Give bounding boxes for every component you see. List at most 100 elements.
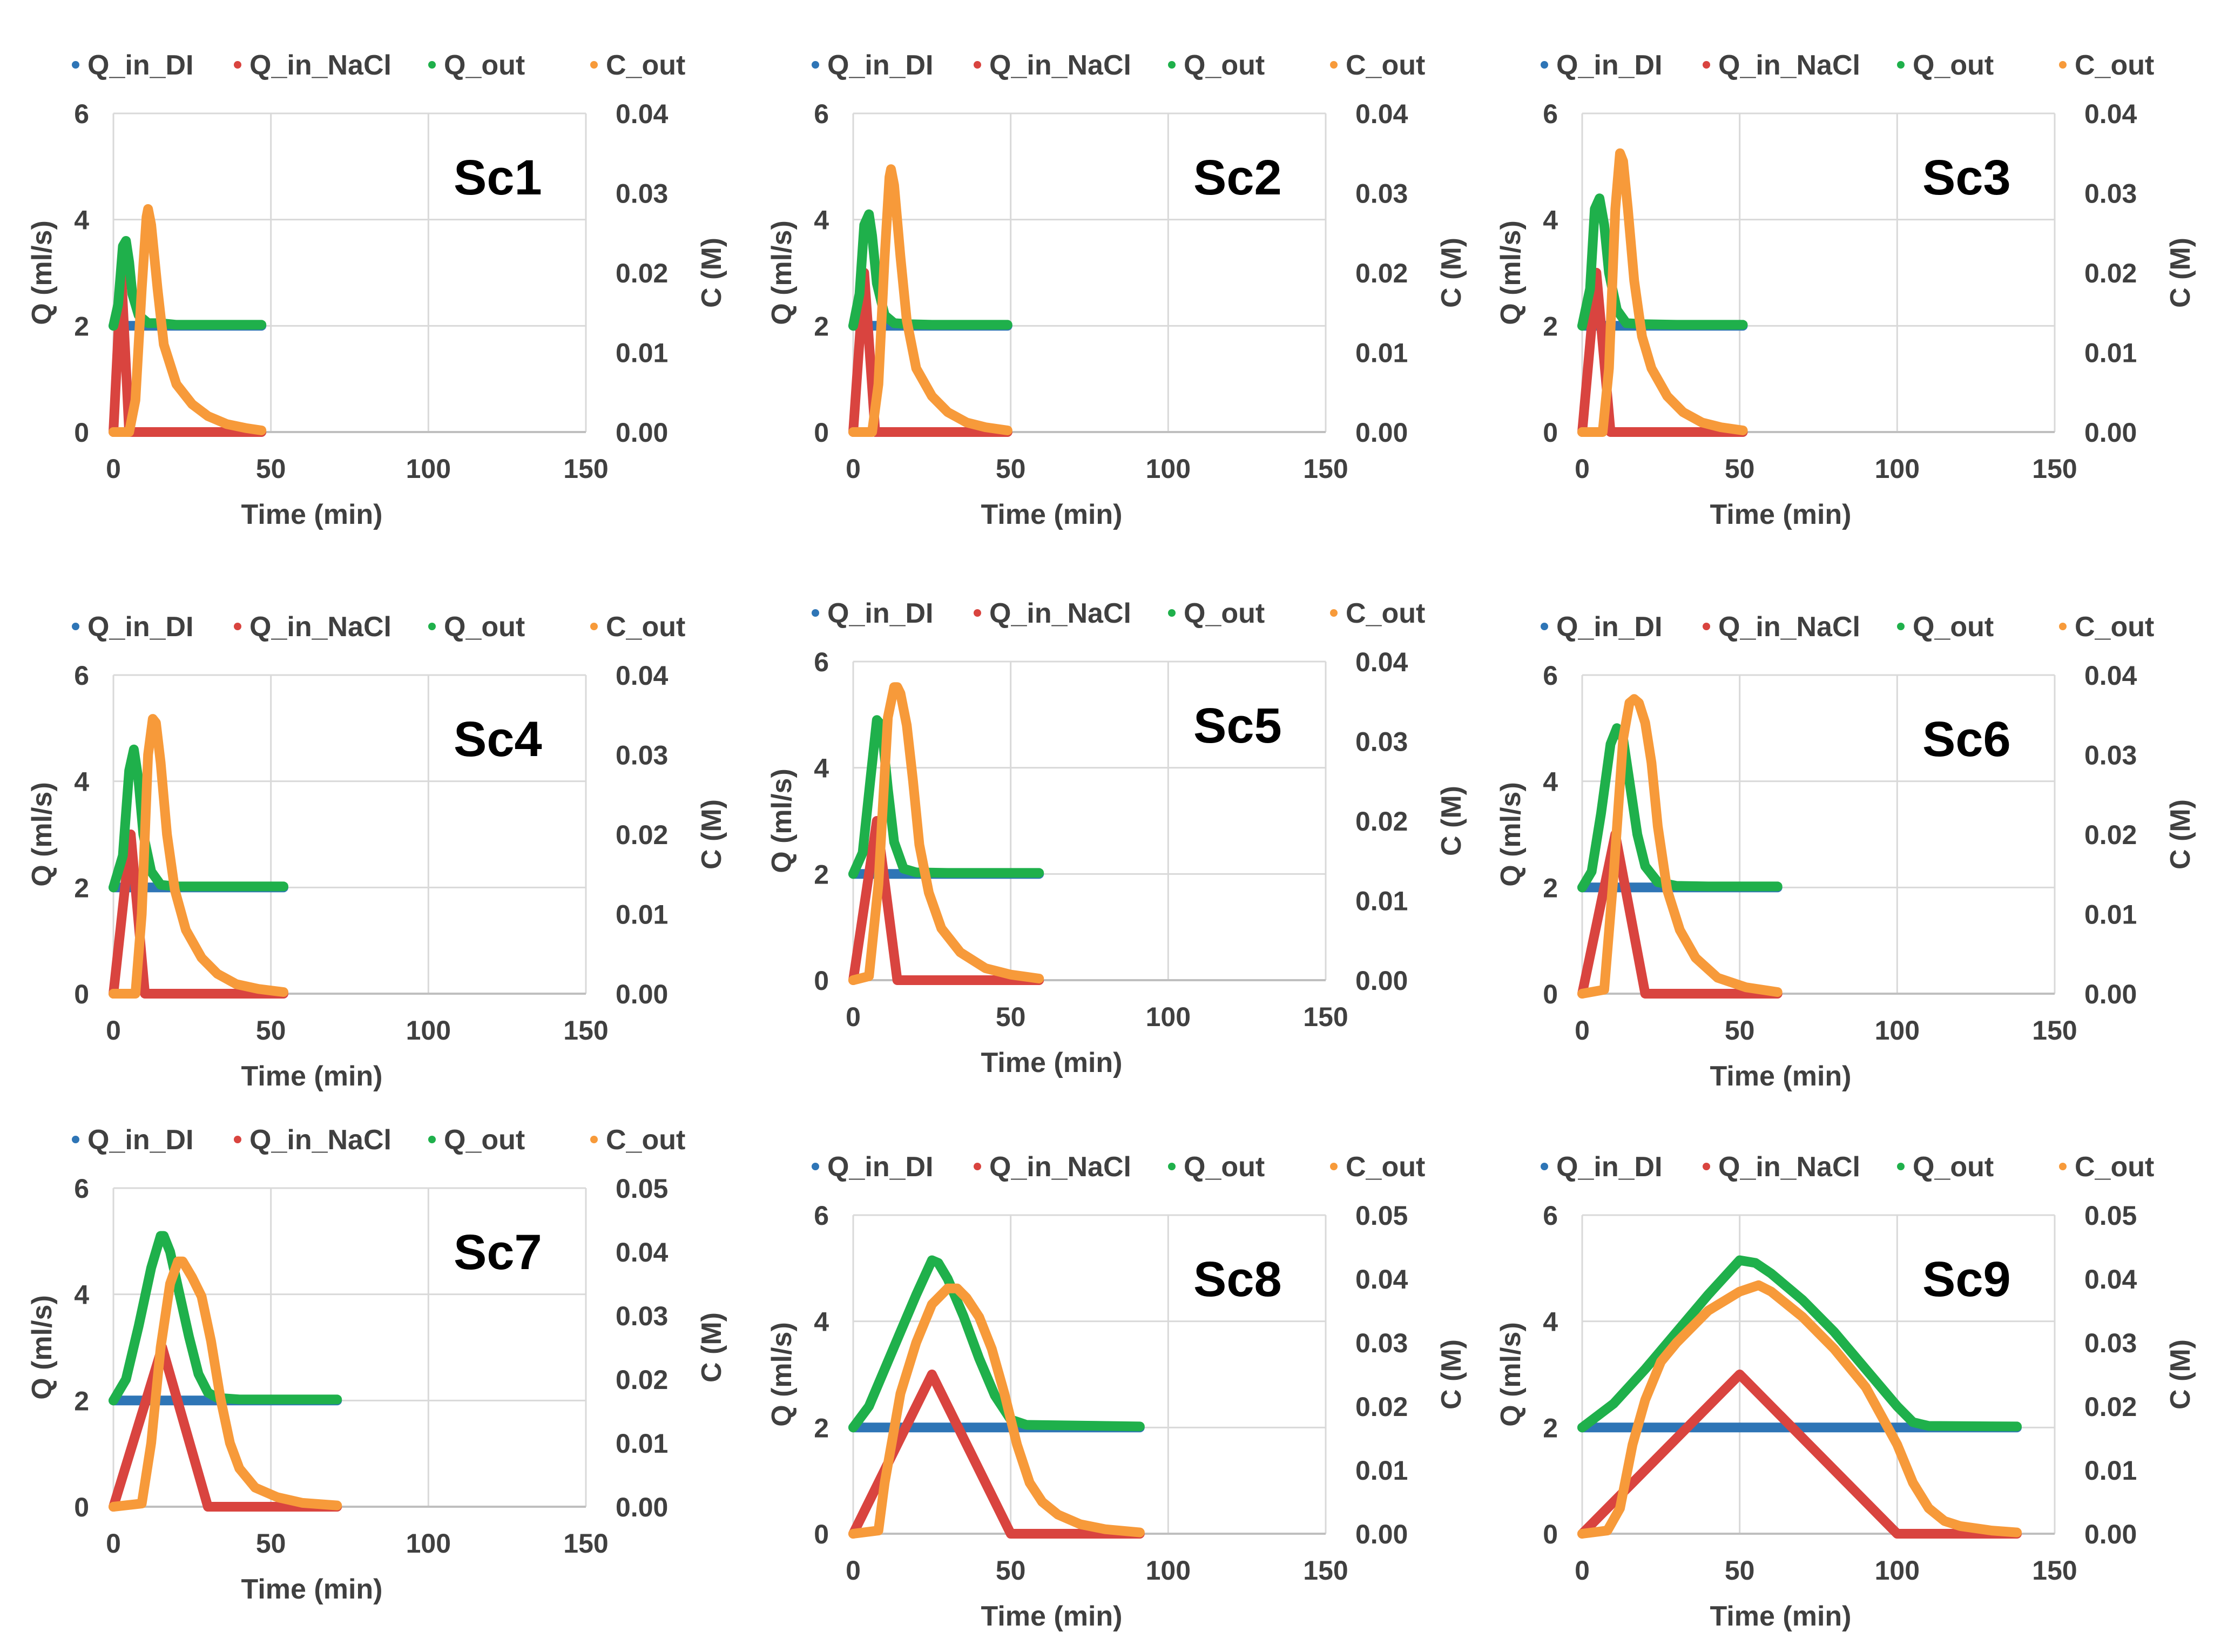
series-q-in-nacl (109, 268, 267, 437)
series-c-out (109, 1256, 342, 1512)
series-c-out (109, 204, 267, 437)
x-tick-label: 0 (106, 1015, 121, 1046)
y2-tick-label: 0.01 (2084, 1455, 2137, 1486)
legend-label-c-out: C_out (2075, 611, 2154, 643)
y2-tick-label: 0.03 (2084, 1328, 2137, 1358)
y2-tick-label: 0.02 (616, 820, 668, 850)
y2-tick-label: 0.02 (2084, 258, 2137, 288)
legend-marker-q-in-nacl (974, 61, 981, 69)
legend-label-q-out: Q_out (1184, 50, 1265, 81)
legend-label-q-in-nacl: Q_in_NaCl (249, 1124, 391, 1156)
y-tick-label: 6 (814, 1201, 829, 1231)
y-tick-label: 0 (1543, 1519, 1558, 1549)
legend-label-q-in-nacl: Q_in_NaCl (1718, 50, 1860, 81)
y-tick-label: 4 (74, 205, 89, 235)
y2-tick-label: 0.04 (2084, 1264, 2137, 1294)
x-tick-label: 0 (1575, 1555, 1590, 1586)
x-axis-title: Time (min) (241, 1061, 383, 1092)
y-tick-label: 4 (1543, 1307, 1558, 1337)
y2-tick-label: 0.03 (616, 179, 668, 209)
y2-axis-title: C (M) (2165, 799, 2196, 869)
legend-label-q-in-di: Q_in_DI (827, 50, 934, 81)
y2-tick-label: 0.03 (2084, 179, 2137, 209)
x-axis-title: Time (min) (241, 499, 383, 530)
legend-marker-q-in-nacl (1703, 61, 1710, 69)
series-q-in-nacl (1577, 1370, 2022, 1539)
legend-label-q-in-nacl: Q_in_NaCl (989, 598, 1131, 629)
legend-marker-c-out (590, 1136, 598, 1143)
legend-label-q-in-di: Q_in_DI (827, 1151, 934, 1183)
y2-tick-label: 0.04 (616, 99, 669, 129)
legend-marker-q-in-nacl (234, 623, 241, 630)
y2-tick-label: 0.05 (616, 1174, 668, 1204)
legend-marker-q-out (1897, 61, 1905, 69)
y2-tick-label: 0.02 (2084, 820, 2137, 850)
y-axis-title: Q (ml/s) (1495, 1322, 1527, 1427)
legend-label-q-out: Q_out (1913, 1151, 1994, 1183)
legend-marker-c-out (1330, 1163, 1338, 1170)
y2-tick-label: 0.00 (616, 979, 668, 1009)
legend-marker-q-in-di (812, 1163, 819, 1170)
y2-tick-label: 0.04 (2084, 99, 2137, 129)
x-tick-label: 50 (996, 1002, 1026, 1032)
x-tick-label: 0 (846, 1555, 861, 1586)
legend-label-q-in-di: Q_in_DI (1556, 611, 1663, 643)
series-q-out (848, 209, 1012, 331)
y2-tick-label: 0.02 (1355, 1392, 1408, 1422)
y-tick-label: 6 (74, 1174, 89, 1204)
legend-marker-q-out (1168, 61, 1176, 69)
legend-marker-q-out (428, 61, 436, 69)
legend-marker-q-in-di (812, 61, 819, 69)
y2-tick-label: 0.01 (1355, 338, 1408, 368)
legend-label-q-out: Q_out (1184, 1151, 1265, 1183)
y2-tick-label: 0.03 (616, 740, 668, 771)
y2-tick-label: 0.02 (616, 1365, 668, 1395)
y-axis-title: Q (ml/s) (766, 768, 798, 873)
x-axis-title: Time (min) (981, 1047, 1123, 1078)
y-tick-label: 0 (74, 1492, 89, 1522)
legend-label-q-in-di: Q_in_DI (87, 1124, 194, 1156)
scenario-label: Sc6 (1922, 712, 2011, 767)
legend-label-c-out: C_out (1346, 598, 1425, 629)
y-tick-label: 0 (814, 417, 829, 448)
y2-axis-title: C (M) (696, 238, 727, 308)
x-tick-label: 150 (1303, 1555, 1348, 1586)
y2-tick-label: 0.01 (1355, 886, 1408, 916)
legend-label-q-out: Q_out (1913, 611, 1994, 643)
y2-tick-label: 0.04 (2084, 660, 2137, 691)
x-tick-label: 100 (1875, 454, 1920, 484)
legend-label-q-out: Q_out (1184, 598, 1265, 629)
series-c-out (848, 1283, 1145, 1539)
x-tick-label: 100 (406, 1015, 451, 1046)
y-tick-label: 4 (814, 753, 829, 784)
y-tick-label: 4 (74, 1280, 89, 1310)
legend-marker-c-out (590, 623, 598, 630)
legend-label-q-in-nacl: Q_in_NaCl (1718, 611, 1860, 643)
legend-label-q-in-nacl: Q_in_NaCl (249, 50, 391, 81)
legend-label-q-in-nacl: Q_in_NaCl (989, 50, 1131, 81)
legend-label-c-out: C_out (1346, 1151, 1425, 1183)
series-q-out (1577, 193, 1748, 331)
x-tick-label: 50 (996, 1555, 1026, 1586)
legend-marker-q-in-di (72, 1136, 79, 1143)
legend-label-c-out: C_out (606, 611, 685, 643)
y2-tick-label: 0.02 (616, 258, 668, 288)
y-tick-label: 2 (814, 859, 829, 889)
y-tick-label: 6 (1543, 660, 1558, 691)
series-q-in-nacl (1577, 830, 1783, 999)
chart-panel-sc5: Q_in_DI Q_in_NaCl Q_out C_out 0 50 100 150 0 2 4 6 0… (766, 598, 1467, 1078)
x-tick-label: 150 (2032, 1015, 2077, 1046)
y-axis-title: Q (ml/s) (766, 1322, 798, 1427)
y-tick-label: 4 (74, 767, 89, 797)
y-tick-label: 0 (814, 1519, 829, 1549)
y2-tick-label: 0.03 (1355, 727, 1408, 757)
y-tick-label: 0 (74, 979, 89, 1009)
y2-tick-label: 0.01 (1355, 1455, 1408, 1486)
legend-marker-q-in-di (1541, 1163, 1548, 1170)
x-tick-label: 150 (1303, 1002, 1348, 1032)
y2-axis-title: C (M) (1436, 1339, 1467, 1410)
y2-tick-label: 0.03 (616, 1301, 668, 1331)
legend-label-q-in-di: Q_in_DI (87, 611, 194, 643)
legend-label-c-out: C_out (2075, 50, 2154, 81)
